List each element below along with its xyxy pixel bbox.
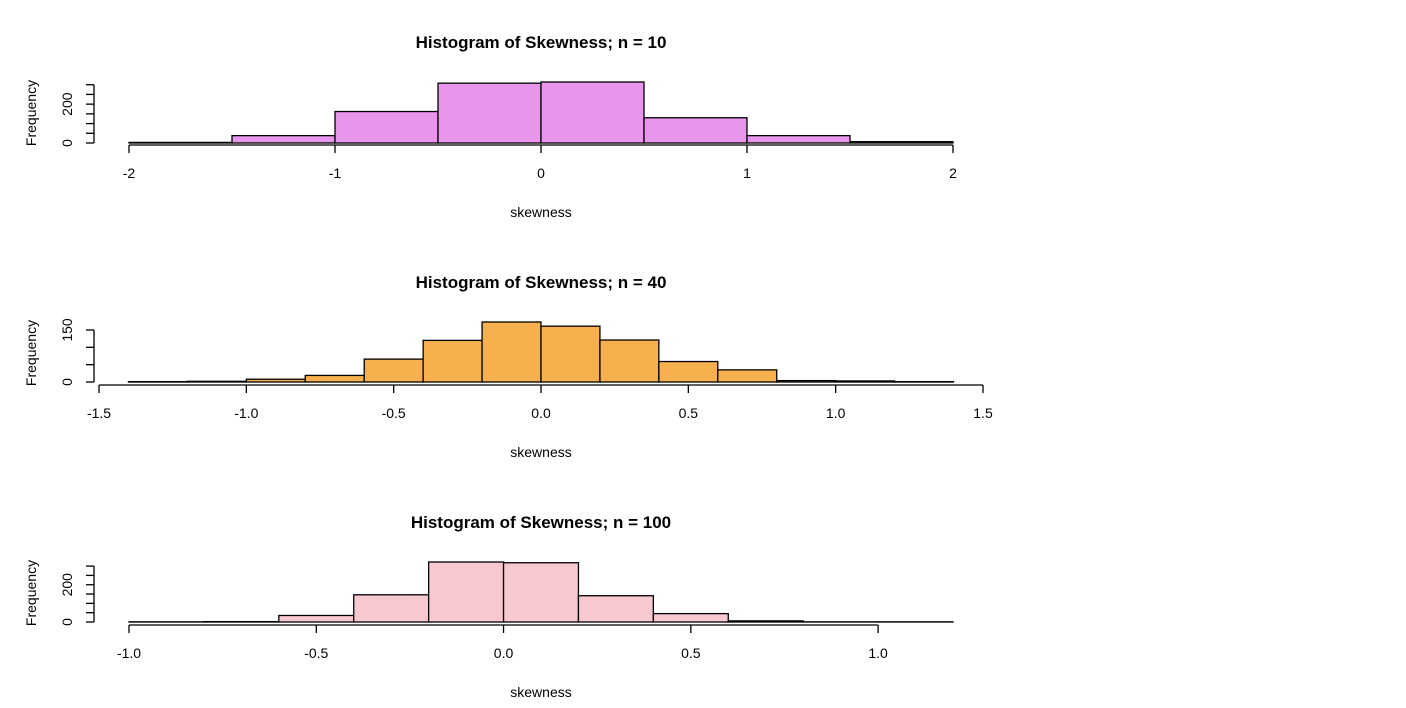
panel-3-title: Histogram of Skewness; n = 100 bbox=[411, 513, 671, 532]
histogram-panel-2: Histogram of Skewness; n = 40 Frequency … bbox=[23, 273, 993, 460]
x-tick-label: 0.5 bbox=[681, 645, 701, 661]
y-tick-label: 0 bbox=[59, 139, 75, 147]
histogram-bar bbox=[835, 380, 896, 383]
histogram-bar bbox=[186, 380, 247, 383]
panel-1-ylabel: Frequency bbox=[23, 80, 39, 146]
histogram-bar bbox=[427, 561, 505, 623]
x-tick-label: -2 bbox=[123, 165, 136, 181]
histogram-bar bbox=[746, 134, 851, 144]
panel-3-y-axis: 0 200 bbox=[59, 565, 95, 626]
panel-3-ylabel: Frequency bbox=[23, 560, 39, 626]
panel-3-xlabel: skewness bbox=[510, 684, 571, 700]
histogram-bar bbox=[481, 321, 542, 383]
panel-1-title: Histogram of Skewness; n = 10 bbox=[416, 33, 667, 52]
histogram-bar bbox=[437, 82, 542, 144]
x-tick-label: -1.0 bbox=[234, 405, 258, 421]
histogram-bar bbox=[422, 339, 483, 383]
y-tick-label: 200 bbox=[59, 92, 75, 116]
histogram-bar bbox=[245, 378, 306, 383]
histogram-bar bbox=[231, 134, 336, 144]
histogram-bar bbox=[652, 612, 729, 623]
histogram-bar bbox=[577, 595, 655, 623]
histogram-bar bbox=[304, 374, 365, 383]
histogram-bar bbox=[717, 369, 778, 383]
histogram-bar bbox=[363, 358, 424, 383]
x-tick-label: 0.0 bbox=[531, 405, 551, 421]
x-tick-label: -0.5 bbox=[304, 645, 328, 661]
panel-3-x-axis: -1.0 -0.5 0.0 0.5 1.0 bbox=[117, 624, 888, 661]
panel-2-title: Histogram of Skewness; n = 40 bbox=[416, 273, 667, 292]
histogram-bar bbox=[727, 620, 804, 623]
panel-2-xlabel: skewness bbox=[510, 444, 571, 460]
x-tick-label: 0 bbox=[537, 165, 545, 181]
histogram-panel-1: Histogram of Skewness; n = 10 Frequency … bbox=[23, 33, 957, 220]
panel-2-bars bbox=[127, 321, 955, 383]
y-tick-label: 0 bbox=[59, 378, 75, 386]
x-tick-label: 1.0 bbox=[826, 405, 846, 421]
histogram-bar bbox=[502, 562, 580, 623]
x-tick-label: -1.5 bbox=[87, 405, 111, 421]
panel-1-y-axis: 0 200 bbox=[59, 84, 95, 147]
y-tick-label: 200 bbox=[59, 573, 75, 597]
histogram-bar bbox=[353, 594, 430, 623]
panel-3-bars bbox=[128, 561, 954, 623]
x-tick-label: -1.0 bbox=[117, 645, 141, 661]
histogram-bar bbox=[658, 360, 719, 383]
histogram-bar bbox=[334, 110, 439, 144]
x-tick-label: -1 bbox=[329, 165, 342, 181]
y-tick-label: 150 bbox=[59, 318, 75, 342]
panel-1-bars bbox=[128, 81, 954, 144]
x-tick-label: 1.5 bbox=[973, 405, 993, 421]
histogram-bar bbox=[643, 117, 748, 144]
panel-2-y-axis: 0 150 bbox=[59, 318, 95, 386]
histogram-bar bbox=[278, 614, 355, 623]
panel-2-x-axis: -1.5 -1.0 -0.5 0.0 0.5 1.0 1.5 bbox=[87, 384, 993, 421]
x-tick-label: 1 bbox=[743, 165, 751, 181]
x-tick-label: -0.5 bbox=[382, 405, 406, 421]
histogram-bar bbox=[540, 325, 601, 383]
x-tick-label: 0.5 bbox=[679, 405, 699, 421]
x-tick-label: 1.0 bbox=[868, 645, 888, 661]
x-tick-label: 0.0 bbox=[494, 645, 514, 661]
histogram-bar bbox=[540, 81, 645, 144]
histogram-bar bbox=[849, 140, 954, 144]
panel-2-ylabel: Frequency bbox=[23, 320, 39, 386]
histogram-bar bbox=[776, 379, 837, 383]
y-tick-label: 0 bbox=[59, 618, 75, 626]
histogram-bar bbox=[599, 339, 660, 383]
histogram-panel-3: Histogram of Skewness; n = 100 Frequency… bbox=[23, 513, 954, 700]
histogram-bar bbox=[128, 141, 233, 144]
panel-1-xlabel: skewness bbox=[510, 204, 571, 220]
x-tick-label: 2 bbox=[949, 165, 957, 181]
panel-1-x-axis: -2 -1 0 1 2 bbox=[123, 144, 957, 181]
